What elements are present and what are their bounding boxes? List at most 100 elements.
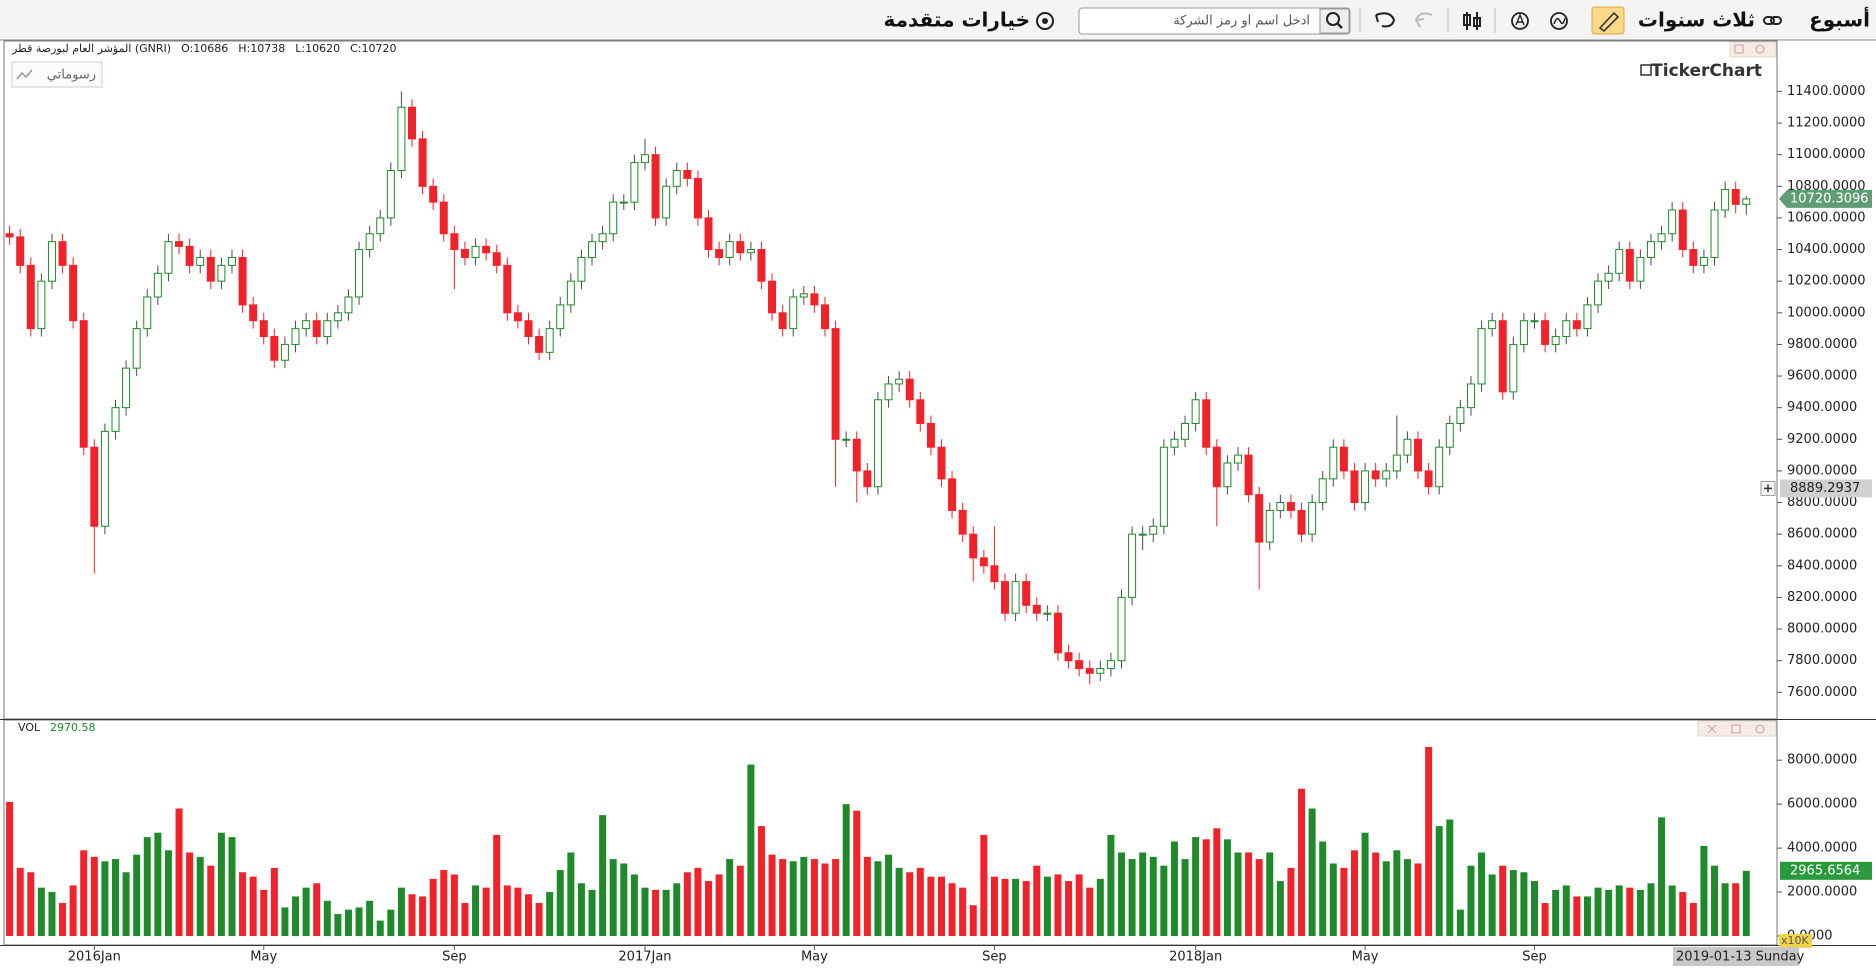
volume-bar: [1658, 817, 1666, 936]
volume-bar: [355, 907, 363, 936]
volume-bar: [768, 854, 776, 936]
volume-bar: [164, 850, 172, 936]
candle-body: [37, 280, 46, 330]
volume-bar: [1605, 889, 1613, 936]
candle-body: [16, 236, 25, 266]
candle-body: [1382, 470, 1391, 480]
ohlc-value: 10620: [305, 42, 340, 55]
redo-icon[interactable]: [1414, 12, 1433, 28]
volume-bar: [440, 870, 448, 936]
candle-body: [1477, 328, 1486, 385]
advanced-options[interactable]: خيارات متقدمة: [883, 8, 1030, 32]
candle-body: [651, 154, 660, 219]
volume-bar: [1520, 872, 1528, 936]
logo-icon: [1640, 64, 1652, 76]
logo: TickerChart: [1651, 61, 1762, 81]
undo-icon[interactable]: [1375, 12, 1396, 28]
candle-body: [746, 249, 755, 254]
y-tick-label: 8800.0000: [1787, 495, 1857, 510]
x-tick-label: Sep: [442, 950, 467, 965]
unit-label: x10K: [1781, 934, 1810, 947]
candle-body: [1435, 446, 1444, 488]
volume-bar: [1594, 887, 1602, 936]
x-tick-label: May: [1352, 950, 1379, 965]
candle-body: [1350, 470, 1359, 504]
volume-bar: [1329, 863, 1337, 936]
candle-body: [492, 252, 501, 266]
volume-bar: [652, 889, 660, 936]
y-tick-label: 8000.0000: [1787, 622, 1857, 637]
x-tick-label: 2016Jan: [68, 950, 121, 965]
volume-bar: [472, 885, 480, 936]
candle-body: [1202, 399, 1211, 448]
candle-body: [535, 336, 544, 353]
candle-body: [5, 233, 14, 238]
candle-body: [895, 378, 904, 385]
auto-icon-a: [1515, 13, 1525, 26]
volume-bar: [1340, 867, 1348, 936]
volume-bar: [694, 867, 702, 936]
search-box[interactable]: [1078, 7, 1351, 35]
candle-body: [513, 312, 522, 322]
volume-bar: [641, 887, 649, 936]
unit-badge: [1779, 934, 1812, 948]
candle-body: [1572, 320, 1581, 330]
volume-bar: [249, 876, 257, 936]
drawings-button[interactable]: [11, 61, 103, 88]
candle-body: [1456, 407, 1465, 424]
volume-bar: [450, 874, 458, 936]
volume-bar: [122, 872, 130, 936]
candle-type-icon[interactable]: [1463, 12, 1481, 30]
drawings-label: رسوماتي: [47, 68, 96, 83]
window-controls[interactable]: [1697, 41, 1777, 737]
volume-bar: [493, 834, 501, 936]
candle-body: [916, 399, 925, 424]
candle-body: [503, 264, 512, 314]
candle-body: [768, 280, 777, 314]
candle-body: [1742, 198, 1751, 205]
volume-y-tick-label: 4000.0000: [1787, 841, 1857, 856]
gear-icon[interactable]: [1036, 12, 1054, 30]
volume-bar: [1128, 859, 1136, 936]
candle-body: [439, 201, 448, 235]
indicator-icon[interactable]: [1550, 12, 1568, 30]
candle-body: [100, 430, 109, 527]
candle-body: [1329, 446, 1338, 480]
volume-bar: [535, 903, 543, 936]
volume-bar: [1118, 852, 1126, 936]
volume-bar: [1711, 865, 1719, 936]
range-button[interactable]: ثلاث سنوات: [1638, 8, 1755, 32]
candle-body: [556, 304, 565, 330]
volume-bar: [1636, 889, 1644, 936]
candle-body: [143, 296, 152, 330]
candle-body: [1170, 438, 1179, 448]
candle-body: [1583, 304, 1592, 330]
auto-icon[interactable]: [1511, 12, 1529, 30]
volume-bar: [514, 887, 522, 936]
search-placeholder: ادخل اسم او رمز الشركة: [1173, 14, 1310, 29]
candle-body: [969, 533, 978, 559]
volume-bar: [376, 920, 384, 936]
crosshair-label: 8889.2937: [1790, 481, 1860, 496]
date-label: 2019-01-13 Sunday: [1676, 950, 1805, 965]
volume-tag: [1780, 861, 1872, 880]
candle-body: [1043, 612, 1052, 615]
candle-body: [619, 201, 628, 204]
volume-bar: [69, 885, 77, 936]
candle-body: [1636, 256, 1645, 282]
link-icon[interactable]: [1763, 16, 1782, 25]
y-tick-label: 8400.0000: [1787, 558, 1857, 573]
volume-bar: [1393, 850, 1401, 936]
volume-y-tick-label: 8000.0000: [1787, 753, 1857, 768]
volume-bar: [1562, 885, 1570, 936]
candle-body: [1710, 209, 1719, 258]
volume-bar: [48, 892, 56, 936]
candle-body: [175, 241, 184, 247]
volume-bar: [1732, 883, 1740, 936]
candle-body: [164, 241, 173, 274]
candle-body: [1541, 320, 1550, 345]
volume-y-tick-label: 2000.0000: [1787, 885, 1857, 900]
period-button[interactable]: أسبوع: [1809, 6, 1870, 32]
candle-body: [1445, 422, 1454, 448]
volume-bar: [916, 867, 924, 936]
